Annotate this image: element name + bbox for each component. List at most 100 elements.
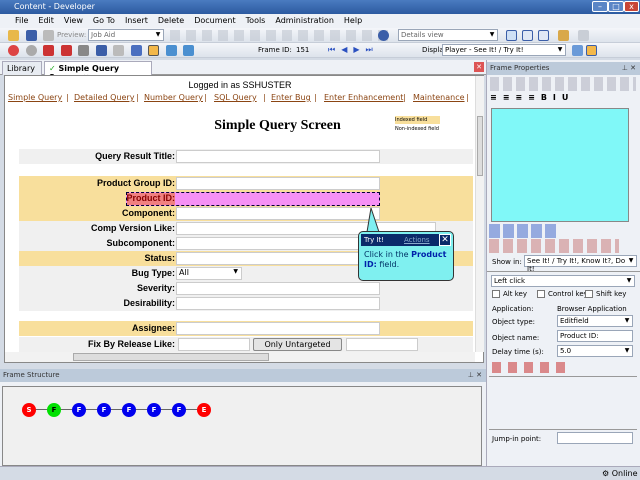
- layout-split-icon[interactable]: [522, 30, 533, 41]
- frame-node[interactable]: E: [197, 403, 211, 417]
- frame-node[interactable]: S: [22, 403, 36, 417]
- delay-time-select[interactable]: 5.0 ▼: [557, 345, 633, 357]
- release-extra-input[interactable]: [346, 338, 418, 351]
- pin-close-icons[interactable]: ⊥ ✕: [621, 64, 636, 72]
- show-in-select[interactable]: See It! / Try It!, Know It?, Do It! ▼: [524, 255, 637, 273]
- nav-maintenance[interactable]: Maintenance: [413, 93, 465, 102]
- menu-file[interactable]: File: [15, 16, 29, 25]
- action-select[interactable]: Left click ▼: [491, 275, 635, 287]
- horizontal-scrollbar[interactable]: [5, 352, 475, 362]
- minimize-button[interactable]: –: [592, 1, 608, 12]
- tab-simple-query-screen[interactable]: ✓ Simple Query Screen ✕: [44, 61, 152, 82]
- pin-close-icons[interactable]: ⊥ ✕: [467, 371, 482, 379]
- shift-key-label: Shift key: [596, 290, 627, 298]
- frame-node[interactable]: F: [47, 403, 61, 417]
- hotspot-toolbar-icons[interactable]: [492, 362, 572, 373]
- insert-frame-icon[interactable]: [43, 45, 55, 56]
- subcomponent-input[interactable]: [176, 237, 380, 250]
- bug-type-select[interactable]: All ▼: [176, 267, 242, 280]
- nav-number-query[interactable]: Number Query: [144, 93, 203, 102]
- publish-icon[interactable]: [586, 45, 597, 56]
- component-input[interactable]: [176, 207, 380, 220]
- assignee-input[interactable]: [176, 322, 380, 335]
- help-icon[interactable]: [378, 30, 389, 41]
- frame-node[interactable]: F: [72, 403, 86, 417]
- menu-goto[interactable]: Go To: [92, 16, 115, 25]
- product-group-id-input[interactable]: [176, 177, 380, 190]
- frame-node[interactable]: F: [122, 403, 136, 417]
- frame-link-icon[interactable]: [95, 45, 107, 56]
- preview-label: Preview:: [57, 31, 87, 39]
- frame-tab-icons[interactable]: [489, 224, 559, 238]
- format-toolbar[interactable]: ≡≡≡≡BIU: [490, 93, 575, 102]
- tab-library[interactable]: Library: [2, 61, 42, 75]
- display-select[interactable]: Player - See It! / Try It! ▼: [442, 44, 566, 56]
- scroll-thumb[interactable]: [477, 116, 483, 176]
- control-key-checkbox[interactable]: Control key: [537, 290, 588, 298]
- close-button[interactable]: x: [624, 1, 639, 12]
- menu-insert[interactable]: Insert: [124, 16, 148, 25]
- object-name-input[interactable]: Product ID:: [557, 330, 633, 342]
- callout-actions-link[interactable]: Actions: [404, 236, 430, 244]
- frame-node[interactable]: F: [97, 403, 111, 417]
- nav-enter-enhancement[interactable]: Enter Enhancement: [324, 93, 404, 102]
- desirability-input[interactable]: [176, 297, 380, 310]
- frame-properties-title: Frame Properties: [490, 64, 550, 72]
- fix-by-release-input[interactable]: [178, 338, 250, 351]
- jump-in-point-input[interactable]: [557, 432, 633, 444]
- player-icon[interactable]: [572, 45, 583, 56]
- status-input[interactable]: [176, 252, 380, 265]
- frame-navigation-icons[interactable]: ⏮◀▶⏭: [328, 45, 379, 54]
- screenshot-icon[interactable]: [148, 45, 160, 56]
- bubble-text-editor[interactable]: [491, 108, 629, 222]
- scroll-thumb[interactable]: [73, 353, 269, 361]
- action-toolbar-icons[interactable]: [489, 239, 619, 253]
- refresh-icon[interactable]: [578, 30, 589, 41]
- nav-simple-query[interactable]: Simple Query: [8, 93, 63, 102]
- close-document-icon[interactable]: ✕: [474, 62, 484, 72]
- record-icon[interactable]: [8, 45, 19, 56]
- save-icon[interactable]: [25, 30, 37, 41]
- delete-frame-icon[interactable]: [60, 45, 72, 56]
- product-id-hotspot[interactable]: [126, 192, 380, 206]
- object-type-label: Object type:: [492, 318, 536, 326]
- copy-frame-icon[interactable]: [113, 45, 125, 56]
- object-type-select[interactable]: Editfield ▼: [557, 315, 633, 327]
- menu-edit[interactable]: Edit: [38, 16, 54, 25]
- nav-detailed-query[interactable]: Detailed Query: [74, 93, 135, 102]
- query-result-title-input[interactable]: [176, 150, 380, 163]
- chevron-down-icon: ▼: [155, 31, 161, 38]
- open-icon[interactable]: [8, 30, 19, 41]
- frame-node[interactable]: F: [172, 403, 186, 417]
- vertical-scrollbar[interactable]: [475, 76, 484, 352]
- severity-input[interactable]: [176, 282, 380, 295]
- menu-document[interactable]: Document: [194, 16, 236, 25]
- layout-columns-icon[interactable]: [538, 30, 549, 41]
- export-icon[interactable]: [183, 45, 195, 56]
- callout-close-icon[interactable]: ✕: [439, 234, 451, 246]
- menu-tools[interactable]: Tools: [245, 16, 266, 25]
- zoom-icon[interactable]: [25, 45, 37, 56]
- only-untargeted-button[interactable]: Only Untargeted: [253, 338, 342, 351]
- object-type-value: Editfield: [560, 317, 589, 325]
- import-icon[interactable]: [165, 45, 177, 56]
- edit-frame-icon[interactable]: [130, 45, 142, 56]
- alt-key-checkbox[interactable]: Alt key: [492, 290, 527, 298]
- properties-icon[interactable]: [558, 30, 569, 41]
- menu-delete[interactable]: Delete: [157, 16, 185, 25]
- menu-help[interactable]: Help: [343, 16, 363, 25]
- nav-sql-query[interactable]: SQL Query: [214, 93, 257, 102]
- branch-icon[interactable]: [78, 45, 90, 56]
- edit-toolbar-icons[interactable]: [490, 77, 636, 91]
- menu-view[interactable]: View: [63, 16, 83, 25]
- print-icon[interactable]: [43, 30, 55, 41]
- preview-select[interactable]: Job Aid ▼: [88, 29, 164, 41]
- layout-icon[interactable]: [506, 30, 517, 41]
- nav-enter-bug[interactable]: Enter Bug: [271, 93, 311, 102]
- callout-text: Click in the Product ID: field.: [359, 248, 453, 272]
- maximize-button[interactable]: □: [608, 1, 624, 12]
- frame-node[interactable]: F: [147, 403, 161, 417]
- menu-administration[interactable]: Administration: [275, 16, 334, 25]
- shift-key-checkbox[interactable]: Shift key: [585, 290, 626, 298]
- view-select[interactable]: Details view ▼: [398, 29, 498, 41]
